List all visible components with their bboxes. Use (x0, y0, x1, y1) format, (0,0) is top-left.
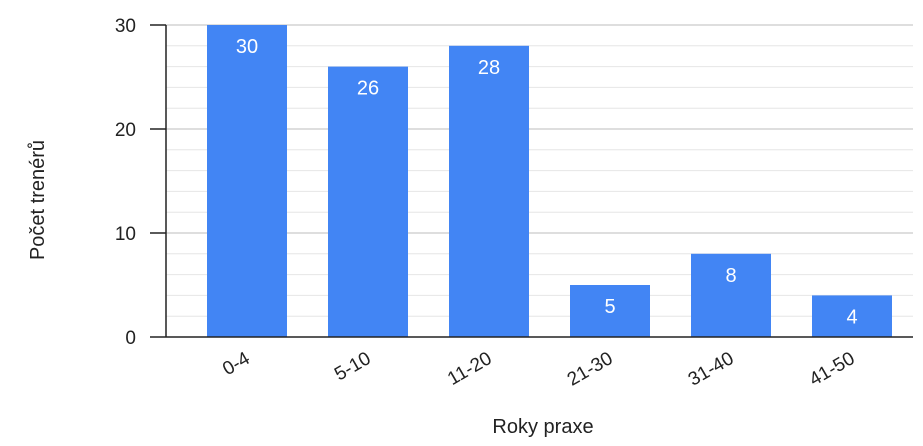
x-tick-label-41-50: 41-50 (806, 348, 859, 390)
data-label-0-4: 30 (236, 36, 258, 58)
x-tick-label-31-40: 31-40 (685, 348, 738, 390)
x-tick-labels: 0-4 5-10 11-20 21-30 31-40 41-50 (219, 348, 858, 391)
y-axis-title: Počet trenérů (27, 140, 49, 260)
bars: 30 26 28 5 8 4 (207, 25, 892, 338)
y-tick-label-0: 0 (125, 328, 136, 349)
data-label-21-30: 5 (604, 296, 615, 318)
bar-31-40 (691, 253, 771, 337)
x-axis-title: Roky praxe (492, 416, 593, 438)
x-tick-label-5-10: 5-10 (331, 348, 374, 385)
y-tick-label-20: 20 (115, 120, 136, 141)
x-tick-label-0-4: 0-4 (219, 348, 254, 380)
bar-11-20 (449, 45, 529, 338)
y-tick-label-10: 10 (115, 224, 136, 245)
x-tick-label-21-30: 21-30 (564, 348, 617, 390)
data-label-5-10: 26 (357, 78, 379, 100)
data-label-31-40: 8 (725, 265, 736, 287)
x-tick-label-11-20: 11-20 (444, 348, 495, 390)
bar-21-30 (570, 285, 650, 337)
bar-0-4 (207, 25, 287, 337)
bar-41-50 (812, 295, 892, 337)
axes (150, 24, 913, 338)
gridlines (166, 24, 913, 317)
bar-5-10 (328, 66, 408, 337)
data-label-11-20: 28 (478, 57, 500, 79)
data-label-41-50: 4 (846, 306, 857, 328)
y-tick-label-30: 30 (115, 16, 136, 37)
y-tick-labels: 0 10 20 30 (115, 16, 136, 349)
